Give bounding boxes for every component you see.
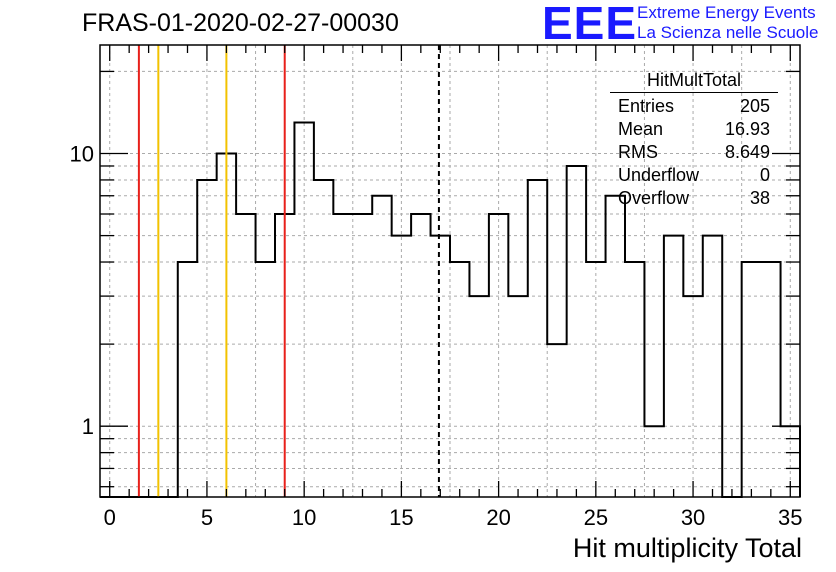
histogram-bin [586, 262, 605, 497]
histogram-bin [372, 196, 391, 497]
eee-logo: EEE [542, 0, 638, 49]
stats-row-overflow: Overflow 38 [610, 187, 778, 210]
chart-title: FRAS-01-2020-02-27-00030 [82, 9, 399, 37]
histogram-bin [567, 166, 586, 497]
x-tick-label: 20 [486, 505, 510, 530]
x-tick-label: 15 [389, 505, 413, 530]
stats-label: Underflow [618, 165, 700, 185]
plot-frame [99, 44, 801, 498]
histogram-bin [625, 262, 644, 497]
histogram-bin [664, 236, 683, 497]
x-tick-label: 5 [201, 505, 213, 530]
stats-value: 205 [739, 96, 770, 116]
stats-value: 16.93 [724, 119, 770, 139]
histogram-bin [761, 262, 780, 497]
stats-label: Entries [618, 96, 675, 116]
x-tick-label: 10 [292, 505, 316, 530]
logo-line-1: Extreme Energy Events [637, 3, 816, 22]
stats-row-underflow: Underflow 0 [610, 164, 778, 187]
stats-value: 8.649 [724, 142, 770, 162]
histogram-bin [431, 236, 450, 497]
y-tick-label: 1 [82, 414, 94, 439]
histogram-bin [450, 262, 469, 497]
stats-row-mean: Mean 16.93 [610, 118, 778, 141]
histogram-bin [469, 296, 488, 497]
histogram-bin [353, 214, 372, 497]
histogram-bin [314, 180, 333, 497]
histogram-bin [411, 214, 430, 497]
y-tick-label: 10 [70, 142, 94, 167]
histogram-bin [236, 214, 255, 497]
stats-label: RMS [618, 142, 658, 162]
histogram-bin [742, 262, 761, 497]
histogram-bin [644, 426, 663, 497]
x-tick-label: 25 [584, 505, 608, 530]
histogram-bin [703, 236, 722, 497]
stats-row-rms: RMS 8.649 [610, 141, 778, 164]
stats-label: Mean [618, 119, 664, 139]
histogram-bin [508, 296, 527, 497]
x-tick-label: 30 [681, 505, 705, 530]
stats-box: HitMultTotal Entries 205 Mean 16.93 RMS … [610, 70, 778, 210]
stats-box-title: HitMultTotal [610, 70, 778, 93]
stats-row-entries: Entries 205 [610, 95, 778, 118]
histogram-bin [178, 262, 197, 497]
histogram-bin [333, 214, 352, 497]
histogram-bin [294, 122, 313, 497]
x-tick-label: 35 [778, 505, 802, 530]
histogram-bin [197, 180, 216, 497]
stats-value: 0 [759, 165, 770, 185]
stats-value: 38 [749, 188, 770, 208]
histogram-bin [489, 214, 508, 497]
histogram-bin [683, 296, 702, 497]
x-tick-label: 0 [104, 505, 116, 530]
x-axis-label: Hit multiplicity Total [572, 533, 802, 563]
histogram-bin [606, 196, 625, 497]
histogram-bin [256, 262, 275, 497]
histogram-bin [528, 180, 547, 497]
stats-label: Overflow [618, 188, 690, 208]
logo-line-2: La Scienza nelle Scuole [637, 23, 819, 42]
histogram-bin [392, 236, 411, 497]
histogram-bin [547, 344, 566, 497]
histogram-outline [100, 121, 801, 498]
